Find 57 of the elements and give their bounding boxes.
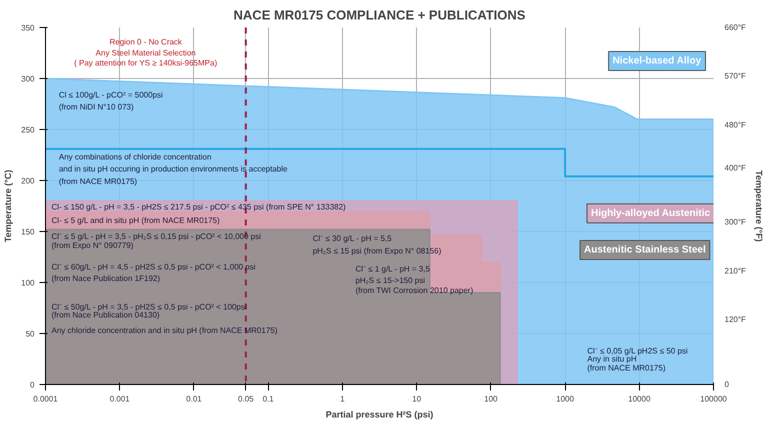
annotation: Cl⁻ ≤ 30 g/L - pH = 5,5	[312, 234, 392, 243]
y2-axis-title: Temperature (°F)	[754, 170, 764, 242]
annotation: (from Nace Publication 04130)	[52, 310, 160, 320]
annotation: Cl⁻ ≤ 60g/L - pH = 4,5 - pH2S ≤ 0,5 psi - pCO² < 1,000 psi	[52, 262, 256, 272]
y-tick-label: 350	[21, 24, 36, 32]
y-tick-label: 300	[21, 74, 36, 84]
annotation: Cl⁻ ≤ 1 g/L - pH = 3,5	[355, 264, 430, 274]
annotation: Any combinations of chloride concentration	[58, 152, 212, 162]
y-tick-label: 100	[21, 278, 36, 288]
y2-tick-label: 300°F	[724, 218, 746, 227]
annotation: (from Expo N° 090779)	[52, 241, 134, 250]
y-axis-title: Temperature (°C)	[3, 170, 14, 242]
x-tick-label: 10000	[628, 394, 651, 404]
annotation: Cl⁻ ≤ 5 g/L - pH = 3,5 - pH₂S ≤ 0,15 psi - pCO² < 10,000 psi	[52, 232, 262, 242]
y-tick-label: 250	[21, 126, 36, 134]
annotation: Cl⁻ ≤ 0,05 g/L pH2S ≤ 50 psi	[587, 346, 688, 356]
x-axis-title: Partial pressure H²S (psi)	[326, 410, 434, 420]
x-tick-label: 0.001	[110, 394, 130, 404]
x-tick-label: 0.05	[238, 394, 254, 404]
annotation: pH₂S ≤ 15->150 psi	[355, 276, 426, 286]
x-tick-label: 1000	[556, 394, 575, 404]
text: Austenitic Stainless Steel	[584, 244, 706, 256]
annotation: Region 0 - No Crack	[109, 37, 183, 46]
annotation: and in situ pH occuring in production environments is acceptable	[58, 164, 288, 174]
annotation: (from TWI Corrosion 2010 paper)	[355, 286, 474, 296]
y2-tick-label: 480°F	[724, 120, 746, 130]
y2-tick-label: 120°F	[724, 315, 746, 324]
annotation: ( Pay attention for YS ≥ 140ksi-965MPa)	[74, 58, 218, 68]
y2-tick-label: 400°F	[724, 164, 746, 173]
annotation: Any Steel Material Selection	[96, 48, 196, 58]
y-tick-label: 0	[30, 380, 36, 390]
y2-tick-label: 0	[724, 380, 730, 389]
x-tick-label: 0.1	[262, 394, 274, 404]
y-tick-label: 200	[21, 176, 36, 186]
y2-tick-label: 660°F	[724, 23, 746, 32]
y-tick-label: 150	[21, 228, 36, 236]
y2-tick-label: 570°F	[724, 72, 746, 81]
annotation: (from NiDI N°10 073)	[58, 102, 134, 112]
annotation: Any in situ pH	[587, 354, 637, 364]
annotation: Cl ≤ 100g/L - pCO² = 5000psi	[58, 90, 164, 100]
annotation: (from NACE MR0175)	[58, 176, 138, 186]
annotation: Cl- ≤ 150 g/L - pH = 3,5 - pH2S ≤ 217.5 psi - pCO² ≤ 435 psi (from SPE N° 133382)	[52, 202, 346, 212]
text: Nickel-based Alloy	[612, 56, 702, 66]
annotation: (from Nace Publication 1F192)	[52, 274, 160, 283]
x-tick-label: 1	[340, 394, 346, 404]
annotation: (from NACE MR0175)	[587, 364, 666, 373]
x-tick-label: 0.01	[186, 394, 202, 404]
x-tick-label: 100000	[700, 394, 728, 404]
annotation: pH₂S ≤ 15 psi (from Expo N° 08156)	[312, 246, 442, 256]
x-tick-label: 10	[412, 394, 422, 404]
chart-title: NACE MR0175 COMPLIANCE + PUBLICATIONS	[234, 8, 526, 22]
annotation: Cl- ≤ 5 g/L and in situ pH (from NACE MR0175)	[52, 216, 220, 225]
y-tick-label: 50	[26, 330, 36, 338]
text: Highly-alloyed Austenitic	[590, 208, 711, 219]
y2-tick-label: 210°F	[724, 266, 746, 276]
x-tick-label: 0.0001	[33, 394, 58, 404]
x-tick-label: 100	[484, 394, 498, 404]
